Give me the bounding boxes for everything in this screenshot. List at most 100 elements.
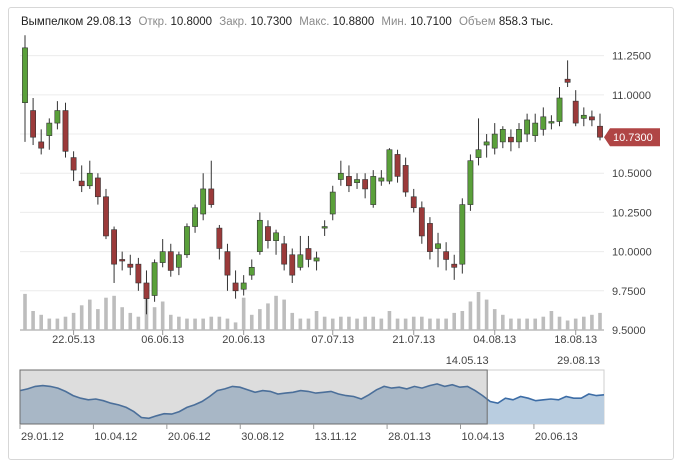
candle-down bbox=[451, 263, 458, 268]
volume-bar bbox=[96, 309, 100, 330]
x-tick-label: 20.06.13 bbox=[222, 334, 265, 346]
volume-bar bbox=[168, 314, 173, 330]
candle-up bbox=[540, 116, 547, 130]
volume-bar bbox=[387, 311, 392, 330]
volume-bar bbox=[484, 299, 489, 330]
candle-down bbox=[427, 223, 433, 252]
volume-bar bbox=[104, 297, 108, 330]
navigator-selection[interactable] bbox=[19, 369, 488, 425]
close-value: 10.7300 bbox=[250, 16, 293, 28]
x-tick-label: 21.07.13 bbox=[392, 334, 435, 346]
candle-up bbox=[54, 110, 61, 124]
open-label: Откр. bbox=[138, 16, 168, 28]
candle-down bbox=[305, 248, 312, 260]
candle-down bbox=[30, 110, 36, 138]
volume-bar bbox=[71, 312, 76, 330]
y-tick-label: 11.2500 bbox=[612, 51, 651, 63]
candle-down bbox=[62, 110, 69, 152]
volume-bar bbox=[565, 320, 570, 330]
y-tick-label: 10.2500 bbox=[612, 207, 652, 219]
volume-bar bbox=[152, 307, 157, 330]
candle-up bbox=[248, 266, 255, 276]
volume-label: Объем bbox=[458, 16, 496, 28]
candle-up bbox=[499, 129, 506, 143]
volume-bar bbox=[492, 309, 497, 330]
candle-down bbox=[402, 165, 409, 193]
volume-bar bbox=[193, 318, 197, 330]
candle-up bbox=[329, 191, 336, 215]
x-tick-label: 22.05.13 bbox=[52, 334, 95, 346]
candle-down bbox=[94, 177, 101, 198]
navigator-tick-label: 30.08.12 bbox=[241, 431, 284, 443]
volume-value: 858.3 тыс. bbox=[498, 16, 554, 28]
candle-up bbox=[483, 141, 490, 146]
candle-down bbox=[589, 116, 595, 121]
selection-end-label: 29.08.13 bbox=[557, 355, 600, 367]
symbol-name: Вымпелком bbox=[21, 16, 84, 28]
volume-bar bbox=[217, 316, 222, 330]
last-price-label: 10.7300 bbox=[613, 132, 653, 144]
volume-bar bbox=[160, 301, 165, 330]
candle-down bbox=[143, 282, 150, 299]
volume-bar bbox=[557, 316, 562, 330]
x-tick-label: 18.08.13 bbox=[554, 334, 597, 346]
candle-up bbox=[467, 160, 474, 205]
x-tick-label: 04.08.13 bbox=[473, 334, 516, 346]
navigator-tick-label: 10.04.12 bbox=[94, 431, 137, 443]
candle-up bbox=[192, 207, 198, 227]
volume-bar bbox=[517, 318, 521, 330]
volume-bar bbox=[533, 318, 538, 330]
y-tick-label: 10.5000 bbox=[612, 168, 652, 180]
volume-bar bbox=[509, 318, 513, 330]
volume-bar bbox=[371, 316, 376, 330]
volume-bar bbox=[347, 316, 351, 330]
volume-bar bbox=[468, 301, 473, 330]
candle-down bbox=[564, 78, 571, 83]
volume-bar bbox=[420, 316, 424, 330]
candle-down bbox=[135, 263, 142, 284]
volume-bar bbox=[112, 295, 116, 330]
candle-down bbox=[346, 176, 352, 187]
candle-down bbox=[208, 188, 215, 205]
y-tick-label: 9.5000 bbox=[612, 325, 646, 337]
navigator-tick-label: 20.06.13 bbox=[535, 431, 578, 443]
candle-up bbox=[459, 204, 466, 265]
candle-down bbox=[394, 154, 401, 177]
volume-bar bbox=[355, 318, 359, 330]
candle-up bbox=[524, 119, 531, 135]
candle-up bbox=[370, 176, 377, 205]
candle-up bbox=[240, 282, 247, 290]
candle-up bbox=[475, 149, 482, 158]
navigator-line bbox=[19, 383, 605, 420]
close-label: Закр. bbox=[219, 16, 248, 28]
volume-bar bbox=[379, 318, 384, 330]
candle-down bbox=[127, 263, 134, 268]
volume-bar bbox=[185, 318, 189, 330]
volume-bar bbox=[31, 311, 35, 330]
volume-bar bbox=[590, 314, 594, 330]
volume-bar bbox=[274, 295, 278, 330]
volume-bar bbox=[128, 312, 133, 330]
candle-up bbox=[175, 254, 182, 268]
candle-up bbox=[435, 243, 441, 249]
low-value: 10.7100 bbox=[410, 16, 452, 28]
volume-bar bbox=[23, 293, 27, 330]
candle-down bbox=[111, 229, 117, 265]
quote-header: Вымпелком 29.08.13 Откр. 10.8000 Закр. 1… bbox=[21, 16, 553, 28]
selection-start-label: 14.05.13 bbox=[446, 355, 489, 367]
x-tick-label: 07.07.13 bbox=[311, 334, 354, 346]
candle-down bbox=[78, 180, 85, 187]
volume-bar bbox=[39, 314, 43, 330]
volume-bar bbox=[330, 318, 335, 330]
volume-bar bbox=[201, 318, 205, 330]
volume-bar bbox=[395, 318, 400, 330]
volume-bar bbox=[322, 316, 327, 330]
volume-bar bbox=[403, 318, 408, 330]
candle-up bbox=[200, 188, 207, 215]
candle-up bbox=[273, 232, 279, 241]
candle-up bbox=[313, 257, 320, 262]
volume-bar bbox=[298, 318, 303, 330]
volume-bar bbox=[541, 316, 546, 330]
candle-up bbox=[580, 114, 587, 119]
